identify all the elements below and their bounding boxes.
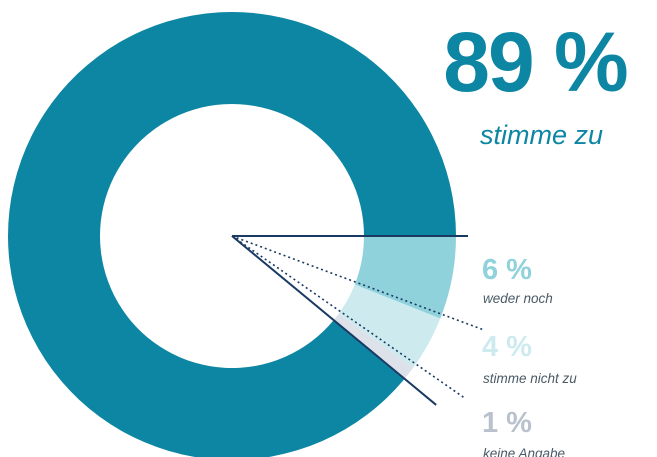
slice-value-weder-noch: 6 % xyxy=(482,254,532,286)
slice-label-weder-noch: weder noch xyxy=(483,291,553,306)
slice-label-stimme-zu: stimme zu xyxy=(480,120,604,150)
slice-label-keine-angabe: keine Angabe xyxy=(483,446,566,457)
slice-label-stimme-nicht-zu: stimme nicht zu xyxy=(483,371,577,386)
slice-value-stimme-zu: 89 % xyxy=(443,15,628,109)
slice-weder-noch xyxy=(354,236,456,319)
slice-stimme-zu xyxy=(8,12,456,457)
leader-line-bottom xyxy=(231,235,437,406)
slice-keine-angabe xyxy=(333,313,414,379)
slice-value-keine-angabe: 1 % xyxy=(482,407,532,439)
slice-value-stimme-nicht-zu: 4 % xyxy=(482,331,532,363)
leader-line-stimme-nicht-zu xyxy=(231,235,464,398)
slice-stimme-nicht-zu xyxy=(338,284,441,368)
